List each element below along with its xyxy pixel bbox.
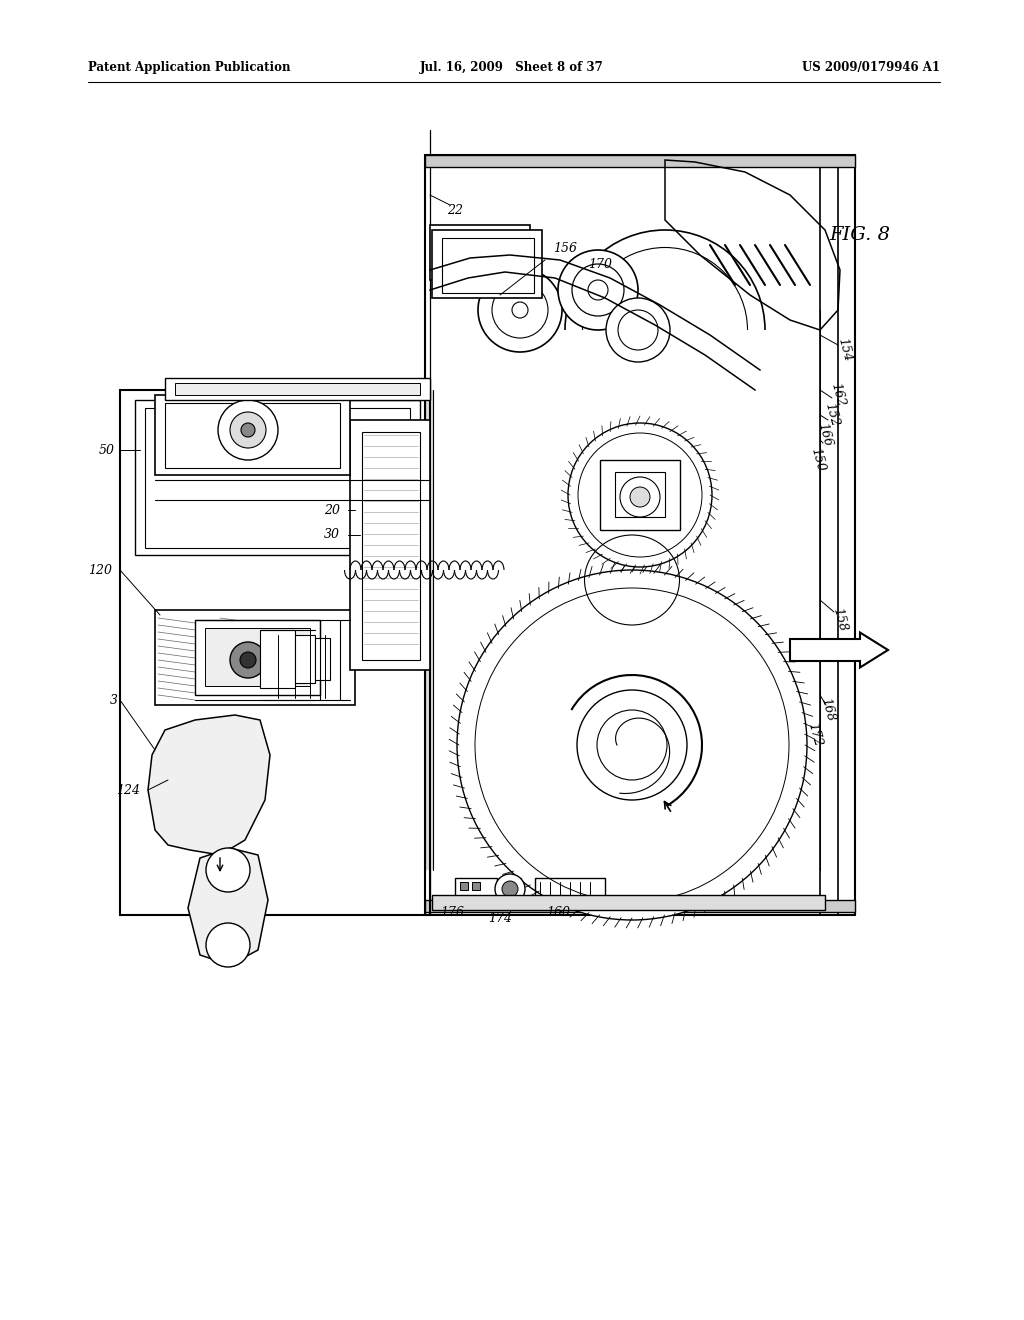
Bar bbox=[615, 473, 665, 517]
Text: 30: 30 bbox=[324, 528, 340, 541]
Bar bbox=[535, 878, 605, 900]
Bar bbox=[432, 895, 825, 909]
Text: 124: 124 bbox=[116, 784, 140, 796]
Bar bbox=[165, 403, 340, 469]
Text: 154: 154 bbox=[836, 337, 854, 363]
Text: 168: 168 bbox=[818, 697, 838, 723]
Bar bbox=[260, 630, 295, 688]
Circle shape bbox=[577, 690, 687, 800]
Bar bbox=[315, 638, 330, 680]
Bar bbox=[295, 635, 315, 682]
Circle shape bbox=[568, 279, 582, 292]
Bar bbox=[362, 432, 420, 660]
Circle shape bbox=[502, 880, 518, 898]
Circle shape bbox=[218, 400, 278, 459]
Circle shape bbox=[588, 280, 608, 300]
Polygon shape bbox=[188, 847, 268, 965]
Bar bbox=[350, 420, 430, 671]
Bar bbox=[205, 628, 310, 686]
Bar bbox=[120, 389, 430, 915]
Text: 158: 158 bbox=[830, 607, 849, 634]
Circle shape bbox=[620, 477, 660, 517]
Bar bbox=[425, 389, 433, 870]
Bar bbox=[145, 408, 410, 548]
Text: 160: 160 bbox=[546, 906, 570, 919]
Bar bbox=[195, 620, 319, 696]
Polygon shape bbox=[148, 715, 270, 855]
Circle shape bbox=[206, 923, 250, 968]
Bar bbox=[135, 400, 420, 554]
Circle shape bbox=[495, 874, 525, 904]
Circle shape bbox=[572, 264, 624, 315]
Bar bbox=[425, 900, 855, 912]
Text: Jul. 16, 2009   Sheet 8 of 37: Jul. 16, 2009 Sheet 8 of 37 bbox=[420, 62, 604, 74]
Bar bbox=[425, 154, 855, 915]
Text: Patent Application Publication: Patent Application Publication bbox=[88, 62, 291, 74]
Circle shape bbox=[618, 473, 662, 517]
Bar bbox=[432, 230, 542, 298]
Text: 20: 20 bbox=[324, 503, 340, 516]
Circle shape bbox=[478, 268, 562, 352]
Text: 152: 152 bbox=[822, 401, 842, 428]
Text: 172: 172 bbox=[806, 722, 824, 748]
Circle shape bbox=[618, 310, 658, 350]
Bar bbox=[440, 232, 520, 275]
Bar bbox=[155, 610, 355, 705]
Circle shape bbox=[206, 847, 250, 892]
Bar bbox=[460, 882, 468, 890]
Bar bbox=[472, 882, 480, 890]
Bar bbox=[425, 154, 855, 168]
Circle shape bbox=[630, 487, 650, 507]
Circle shape bbox=[241, 422, 255, 437]
Bar bbox=[442, 238, 534, 293]
Circle shape bbox=[558, 249, 638, 330]
Circle shape bbox=[230, 642, 266, 678]
Text: US 2009/0179946 A1: US 2009/0179946 A1 bbox=[802, 62, 940, 74]
Text: FIG. 8: FIG. 8 bbox=[829, 226, 891, 244]
Bar bbox=[175, 383, 420, 395]
Circle shape bbox=[240, 652, 256, 668]
Bar bbox=[165, 378, 430, 400]
Circle shape bbox=[512, 302, 528, 318]
Bar bbox=[430, 224, 530, 280]
Text: 162: 162 bbox=[828, 381, 848, 408]
Text: 156: 156 bbox=[553, 242, 577, 255]
Text: 50: 50 bbox=[99, 444, 115, 457]
Bar bbox=[455, 878, 497, 900]
Text: 176: 176 bbox=[440, 906, 464, 919]
Circle shape bbox=[457, 570, 807, 920]
Bar bbox=[600, 459, 680, 531]
FancyArrow shape bbox=[790, 632, 888, 668]
Circle shape bbox=[492, 282, 548, 338]
Text: 150: 150 bbox=[809, 446, 827, 474]
Text: 3: 3 bbox=[110, 693, 118, 706]
Circle shape bbox=[606, 298, 670, 362]
Circle shape bbox=[230, 412, 266, 447]
Bar bbox=[820, 154, 838, 915]
Bar bbox=[155, 395, 350, 475]
Circle shape bbox=[578, 433, 702, 557]
Text: 22: 22 bbox=[447, 203, 463, 216]
Text: 170: 170 bbox=[588, 259, 612, 272]
Text: 174: 174 bbox=[488, 912, 512, 924]
Text: 120: 120 bbox=[88, 564, 112, 577]
Text: 166: 166 bbox=[815, 421, 835, 449]
Circle shape bbox=[568, 422, 712, 568]
